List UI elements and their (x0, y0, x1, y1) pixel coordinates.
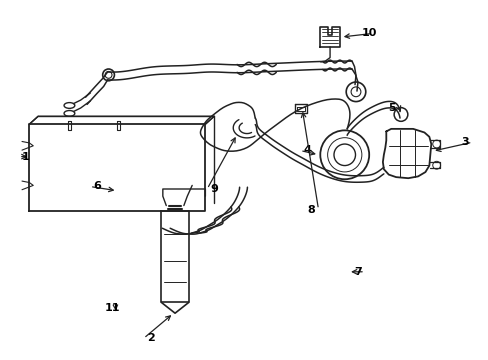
Text: 7: 7 (353, 267, 361, 277)
Text: 9: 9 (210, 184, 218, 194)
Text: 11: 11 (104, 303, 120, 313)
Text: 3: 3 (461, 137, 468, 147)
Text: 6: 6 (93, 181, 101, 192)
Text: 2: 2 (146, 333, 154, 343)
Text: 8: 8 (307, 204, 315, 215)
Text: 4: 4 (303, 145, 310, 156)
Text: 10: 10 (361, 28, 376, 39)
Text: 5: 5 (387, 103, 395, 113)
Text: 1: 1 (22, 152, 30, 162)
